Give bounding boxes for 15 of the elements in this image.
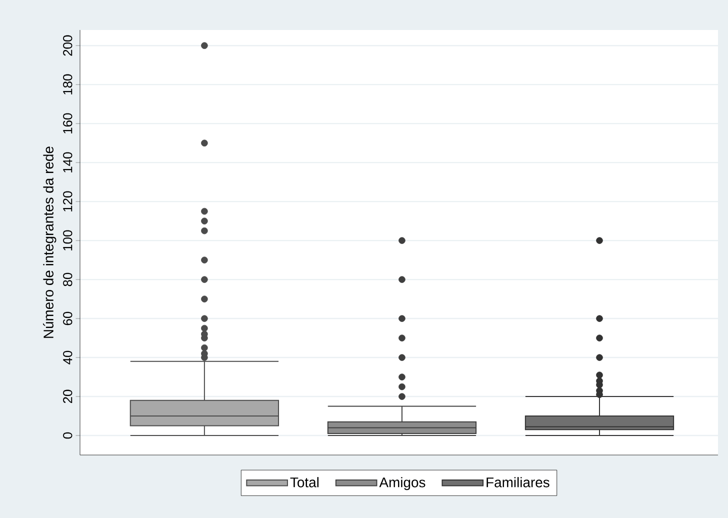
y-tick-label: 40 [63,350,72,364]
y-tick-label: 60 [63,312,72,326]
y-tick-label: 0 [63,432,72,439]
y-tick-label: 200 [63,35,72,56]
legend-label: Amigos [379,477,426,490]
y-tick-label: 80 [63,272,72,286]
y-axis-title: Número de integrantes da rede [43,146,56,338]
y-tick-label: 20 [63,390,72,404]
y-tick-label: 180 [63,74,72,94]
y-tick-label: 120 [63,191,72,212]
y-tick-label: 140 [63,152,72,172]
legend-label: Familiares [486,477,550,488]
y-tick-label: 100 [63,230,72,250]
y-tick-label: 160 [63,113,72,134]
legend-label: Total [290,477,319,488]
